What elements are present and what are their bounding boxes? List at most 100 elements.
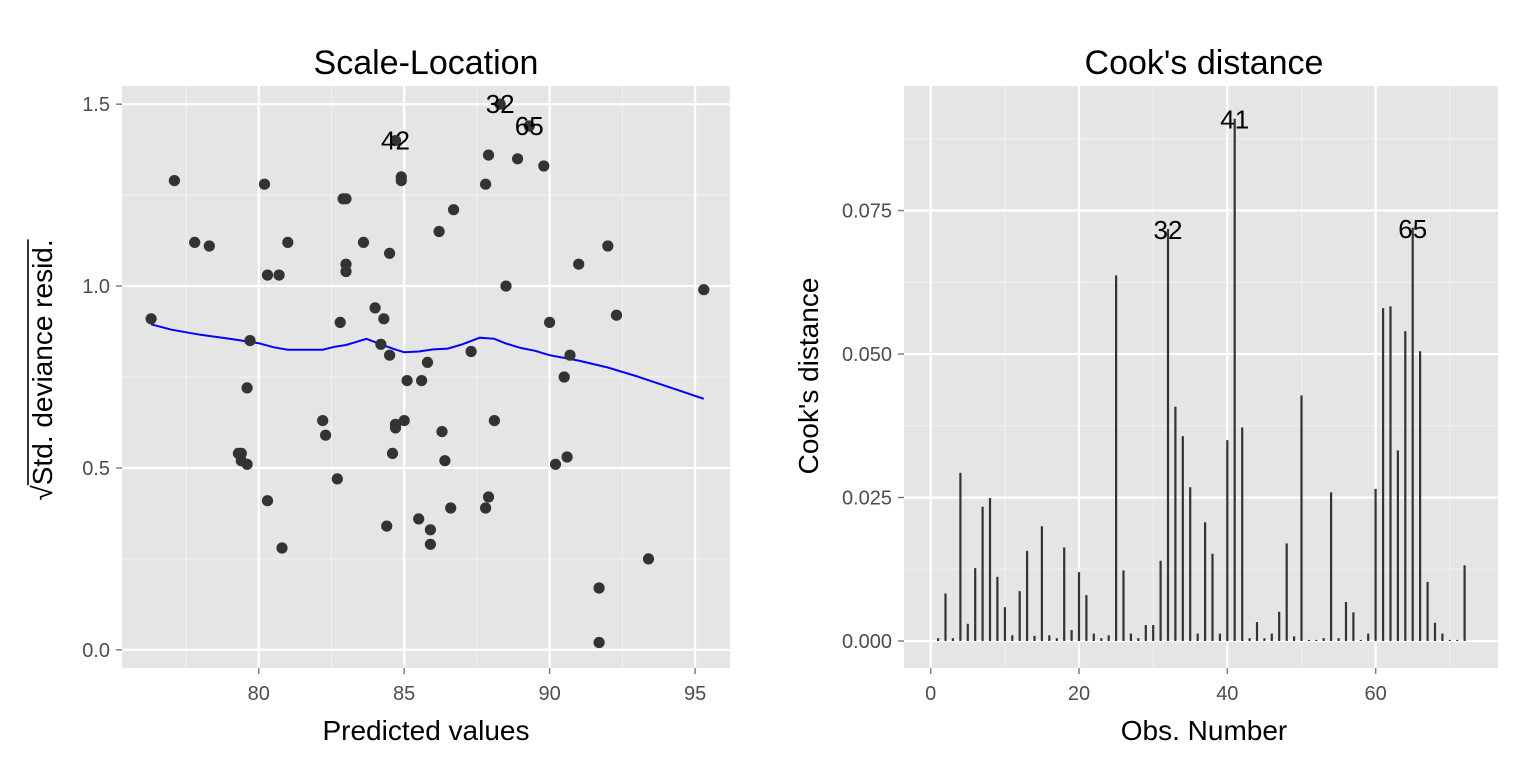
y-axis-label: Cook's distance [793,278,824,475]
y-axis-label-group: √Std. deviance resid. [27,239,58,501]
scatter-point [593,582,605,594]
point-label: 32 [486,89,515,119]
y-tick-labels: 0.000 0.025 0.050 0.075 [842,201,904,653]
x-tick-labels: 80 85 90 95 [248,668,706,705]
x-tick-labels: 0 20 40 60 [925,668,1387,705]
scatter-point [421,356,434,368]
scatter-points [145,98,710,649]
scatter-point [465,345,477,358]
x-tick-label: 0 [925,683,936,705]
scatter-point [511,153,524,165]
scatter-point [538,160,550,172]
scatter-point [448,204,460,216]
scatter-point [544,316,556,328]
scatter-point [433,225,445,238]
scatter-point [384,247,396,259]
scatter-point [241,382,253,394]
scatter-point [482,491,495,503]
scatter-point [241,458,253,470]
scatter-point [334,316,346,328]
scatter-point [500,280,512,292]
scatter-point [331,473,343,485]
scatter-point [203,240,215,252]
x-axis-label: Predicted values [322,715,529,746]
scatter-point [398,415,410,427]
scatter-point [602,240,614,252]
scatter-point [561,451,573,463]
smooth-line [150,323,705,400]
scatter-point [320,429,332,441]
scatter-point [244,335,256,347]
scatter-point [573,258,585,270]
scatter-point [282,236,294,248]
scatter-point [401,375,413,387]
y-tick-label: 0.0 [82,640,110,662]
point-label: 42 [381,126,410,156]
scatter-point [261,269,274,281]
y-tick-label: 0.5 [82,458,110,480]
scatter-point [340,258,352,270]
scatter-point [558,371,570,383]
y-tick-label: 0.050 [842,344,892,366]
x-tick-label: 60 [1365,683,1387,705]
scatter-point [389,422,402,434]
scatter-point [593,636,605,649]
scatter-point [378,313,390,325]
y-tick-labels: 0.0 0.5 1.0 1.5 [82,94,122,662]
scatter-point [642,553,655,565]
scatter-point [424,538,436,550]
scatter-point [258,178,271,190]
scatter-point [413,513,425,525]
scatter-point [168,175,180,187]
scatter-point [698,284,710,296]
scatter-point [357,236,370,248]
point-label: 65 [515,111,544,141]
bar-label: 41 [1220,105,1249,135]
x-tick-label: 40 [1216,683,1238,705]
scatter-point [386,447,399,459]
y-tick-label: 0.025 [842,488,892,510]
scatter-point [549,458,562,470]
scatter-point [488,415,500,427]
scatter-point [416,375,428,387]
scatter-point [340,193,352,205]
y-axis-label-text: Std. deviance resid. [27,239,58,485]
chart-title: Scale-Location [314,44,539,82]
scatter-point [317,415,329,427]
scatter-point [276,542,288,554]
scatter-point [261,495,274,507]
x-tick-label: 80 [248,683,270,705]
bar-label: 32 [1154,215,1183,245]
x-tick-label: 20 [1068,683,1090,705]
x-axis-label: Obs. Number [1121,715,1288,746]
scatter-point [439,455,451,467]
scatter-point [273,269,285,281]
x-tick-label: 90 [539,683,561,705]
scatter-point [445,502,457,514]
scatter-point [189,236,201,248]
scatter-point [375,338,387,350]
scatter-point [395,171,407,183]
x-tick-label: 95 [684,683,706,705]
scatter-point [424,524,436,536]
cooks-bars [936,118,1466,641]
y-tick-label: 0.000 [842,631,892,653]
cooks-distance-panel: Cook's distance 41 32 65 0 20 40 60 0.000 0.02… [793,44,1498,746]
chart-title: Cook's distance [1085,44,1324,82]
scatter-point [480,178,492,190]
scatter-point [480,502,492,514]
bar-annotations: 41 32 65 [1154,105,1428,245]
scatter-point [369,302,381,314]
scatter-point [436,426,448,438]
y-tick-label: 1.5 [82,94,110,116]
bar-label: 65 [1398,214,1427,244]
scatter-point [381,520,393,532]
y-tick-label: 0.075 [842,201,892,223]
scatter-point [610,309,623,321]
y-tick-label: 1.0 [82,276,110,298]
scatter-point [384,349,396,361]
